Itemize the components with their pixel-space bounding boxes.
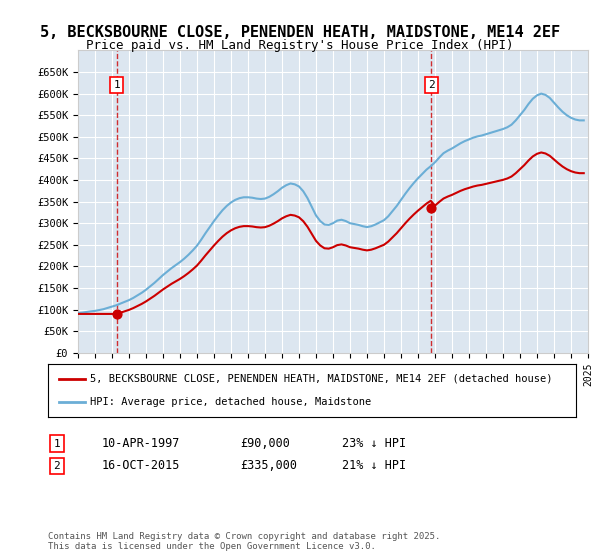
Text: Price paid vs. HM Land Registry's House Price Index (HPI): Price paid vs. HM Land Registry's House … <box>86 39 514 52</box>
Text: 10-APR-1997: 10-APR-1997 <box>102 437 181 450</box>
Text: HPI: Average price, detached house, Maidstone: HPI: Average price, detached house, Maid… <box>90 397 371 407</box>
Text: Contains HM Land Registry data © Crown copyright and database right 2025.
This d: Contains HM Land Registry data © Crown c… <box>48 532 440 552</box>
Text: 16-OCT-2015: 16-OCT-2015 <box>102 459 181 473</box>
Text: £90,000: £90,000 <box>240 437 290 450</box>
Text: 1: 1 <box>113 80 120 90</box>
Text: 2: 2 <box>428 80 435 90</box>
Text: 2: 2 <box>53 461 61 471</box>
Point <box>427 204 436 213</box>
Point <box>112 310 122 319</box>
Text: £335,000: £335,000 <box>240 459 297 473</box>
Text: 23% ↓ HPI: 23% ↓ HPI <box>342 437 406 450</box>
Text: 5, BECKSBOURNE CLOSE, PENENDEN HEATH, MAIDSTONE, ME14 2EF: 5, BECKSBOURNE CLOSE, PENENDEN HEATH, MA… <box>40 25 560 40</box>
Text: 1: 1 <box>53 438 61 449</box>
Text: 21% ↓ HPI: 21% ↓ HPI <box>342 459 406 473</box>
Text: 5, BECKSBOURNE CLOSE, PENENDEN HEATH, MAIDSTONE, ME14 2EF (detached house): 5, BECKSBOURNE CLOSE, PENENDEN HEATH, MA… <box>90 374 553 384</box>
